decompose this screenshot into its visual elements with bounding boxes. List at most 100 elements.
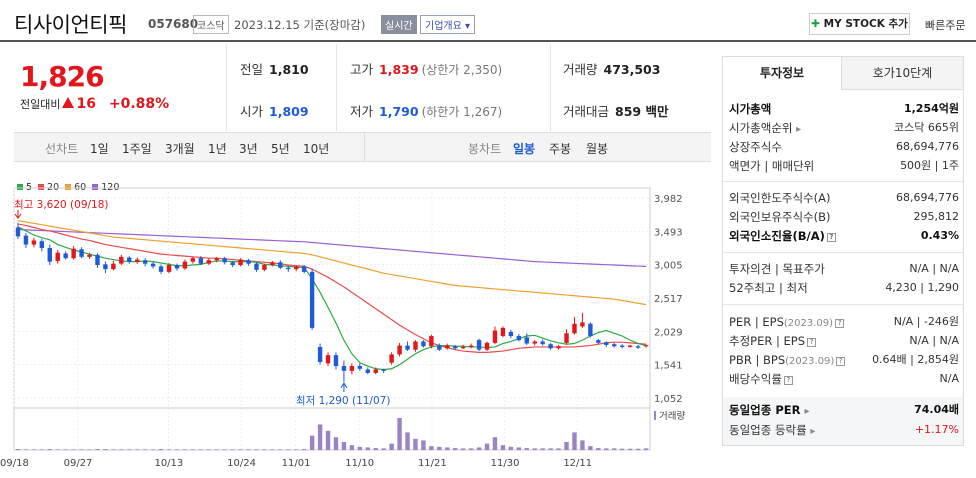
arrow-up-icon <box>340 382 348 392</box>
volume-bar <box>174 449 180 450</box>
candle-body <box>437 345 442 350</box>
company-name: 티사이언티픽 <box>14 13 127 37</box>
price-chart[interactable]: 3,982 3,493 3,005 2,517 2,029 1,541 1,052 09/18… <box>0 162 712 478</box>
volume-bar <box>95 449 100 450</box>
candle-body <box>238 259 243 266</box>
volume-bar <box>246 449 251 450</box>
candle-body <box>619 345 625 347</box>
tab-3y[interactable]: 3년 <box>239 142 258 156</box>
candle-body <box>397 345 402 355</box>
volume-bar <box>508 446 514 450</box>
candle-body <box>333 355 339 367</box>
volume-bar <box>166 449 172 450</box>
volume-bar <box>627 448 633 450</box>
volume-bar <box>548 448 553 450</box>
volume-bar <box>31 449 37 450</box>
candle-body <box>421 341 426 347</box>
realtime-button[interactable]: 실시간 <box>381 15 417 34</box>
row-sector-rate[interactable]: 동일업종 등락률 ▸ +1.17% <box>729 423 959 437</box>
candle-body <box>278 262 283 268</box>
chevron-right-icon: ▸ <box>796 124 802 135</box>
candle-body <box>357 366 363 369</box>
volume-bar <box>294 449 299 450</box>
row-cap-rank[interactable]: 시가총액순위 ▸ 코스닥 665위 <box>729 121 959 135</box>
candle-body <box>492 330 498 343</box>
help-icon: ? <box>783 376 793 385</box>
volume-bar <box>198 449 204 450</box>
row-52week: 52주최고 | 최저 4,230 | 1,290 <box>729 281 959 295</box>
candle-body <box>294 266 299 270</box>
current-price: 1,826 <box>20 60 105 93</box>
tab-5y[interactable]: 5년 <box>271 142 290 156</box>
mystock-add-button[interactable]: ✚ MY STOCK 추가 <box>809 13 910 35</box>
candle-body <box>262 265 267 270</box>
candle-body <box>39 241 45 248</box>
candle-body <box>214 258 219 261</box>
legend-swatch <box>92 184 99 190</box>
tab-daily[interactable]: 일봉 <box>513 142 536 156</box>
tab-1w[interactable]: 1주일 <box>122 142 152 156</box>
tab-3m[interactable]: 3개월 <box>165 142 195 156</box>
volume-bar <box>317 424 323 450</box>
candle-body <box>55 252 60 261</box>
candle-body <box>79 249 84 257</box>
volume-bar <box>492 437 498 450</box>
tab-1y[interactable]: 1년 <box>208 142 227 156</box>
volume-bar <box>500 445 506 450</box>
volume-bar <box>460 448 466 450</box>
tab-monthly[interactable]: 월봉 <box>586 142 609 156</box>
candle-body <box>429 336 434 347</box>
volume-bar <box>365 447 370 450</box>
candle-body <box>142 260 148 264</box>
stat-volume: 거래량 473,503 <box>563 62 661 77</box>
volume-bar <box>158 449 164 450</box>
stat-amount: 거래대금 859 백만 <box>563 104 669 119</box>
candle-body <box>500 327 506 337</box>
candle-body <box>643 345 649 347</box>
volume-bar <box>643 448 649 450</box>
volume-bar <box>270 449 275 450</box>
stats-divider <box>336 44 337 131</box>
max-annotation: 최고 3,620 (09/18) <box>14 199 109 211</box>
candle-body <box>286 267 291 270</box>
volume-bar <box>405 432 410 450</box>
volume-bar <box>524 448 529 450</box>
volume-bar <box>564 442 569 450</box>
tab-weekly[interactable]: 주봉 <box>549 142 572 156</box>
tab-10y[interactable]: 10년 <box>303 142 330 156</box>
volume-bar <box>238 449 243 450</box>
candle-body <box>381 369 386 371</box>
candle-body <box>158 266 164 272</box>
candle-body <box>476 340 482 350</box>
row-par: 액면가 | 매매단위 500원 | 1주 <box>729 159 959 173</box>
tab-invest-info[interactable]: 투자정보 <box>723 57 842 90</box>
volume-bar <box>142 449 148 450</box>
tab-1d[interactable]: 1일 <box>90 142 109 156</box>
candle-body <box>301 266 307 272</box>
volume-bar <box>333 437 339 450</box>
candle-body <box>588 323 593 337</box>
volume-bar <box>55 449 60 450</box>
volume-bar <box>612 448 617 450</box>
stat-high: 고가 1,839 (상한가 2,350) <box>350 62 503 77</box>
tab-quote-10[interactable]: 호가10단계 <box>842 57 963 90</box>
volume-bar <box>484 443 490 450</box>
price-box: 1,826 전일대비 16 +0.88% <box>14 42 226 132</box>
volume-bar <box>588 446 593 450</box>
candle-body <box>150 263 156 267</box>
candle-body <box>270 262 275 266</box>
candle-body <box>413 341 418 350</box>
volume-bar <box>254 449 259 450</box>
fast-order-link[interactable]: 빠른주문 <box>925 19 966 32</box>
row-foreign-limit: 외국인한도주식수(A) 68,694,776 <box>729 191 959 205</box>
candle-body <box>453 346 458 349</box>
row-sector-per[interactable]: 동일업종 PER ▸ 74.04배 <box>729 403 959 417</box>
change-value: 16 <box>76 96 96 112</box>
volume-bar <box>429 446 434 450</box>
company-info-dropdown[interactable]: 기업개요 ▾ <box>420 15 476 34</box>
up-triangle-icon <box>62 97 75 108</box>
candle-body <box>246 260 251 264</box>
candle-body <box>31 240 37 245</box>
candle-body <box>47 247 52 262</box>
volume-bar <box>119 449 124 450</box>
